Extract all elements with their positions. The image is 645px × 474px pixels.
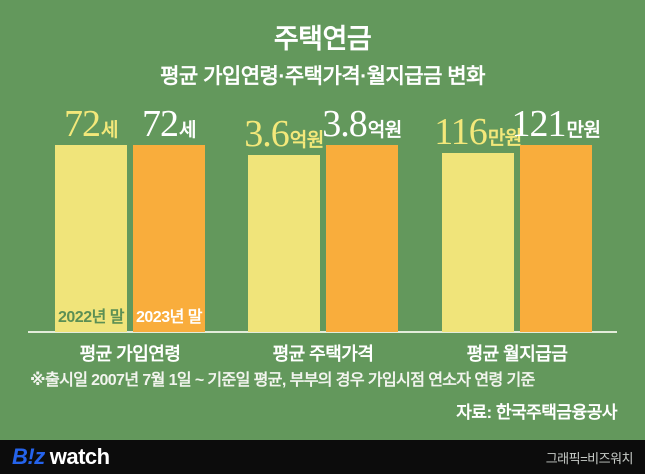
bar-avg-join-age-2023: 2023년 말 — [133, 145, 205, 332]
bar-avg-monthly-pay-2022 — [442, 153, 514, 332]
series-legend-2023: 2023년 말 — [136, 309, 202, 326]
chart-header: 주택연금 평균 가입연령·주택가격·월지급금 변화 — [0, 24, 645, 90]
chart-subtitle: 평균 가입연령·주택가격·월지급금 변화 — [160, 64, 485, 88]
footer-bar: B!z watch 그래픽=비즈워치 — [0, 440, 645, 474]
source-credit: 자료: 한국주택금융공사 — [456, 403, 617, 422]
bar-avg-join-age-2022: 2022년 말 — [55, 145, 127, 332]
footnote: ※출시일 2007년 7월 1일 ~ 기준일 평균, 부부의 경우 가입시점 연… — [30, 372, 535, 389]
bar-avg-monthly-pay-2023 — [520, 145, 592, 332]
value-label-avg-monthly-pay-2023: 121만원 — [511, 103, 601, 145]
bizwatch-logo: B!z watch — [12, 446, 110, 468]
graphic-credit: 그래픽=비즈워치 — [545, 450, 634, 466]
axis-label-avg-monthly-pay: 평균 월지급금 — [466, 344, 568, 364]
value-label-avg-home-price-2023: 3.8억원 — [322, 103, 402, 145]
value-label-avg-join-age-2022: 72세 — [64, 103, 118, 145]
axis-label-avg-join-age: 평균 가입연령 — [79, 344, 181, 364]
value-label-avg-home-price-2022: 3.6억원 — [244, 113, 324, 155]
logo-biz-text: B!z — [12, 444, 45, 469]
value-label-avg-monthly-pay-2022: 116만원 — [434, 111, 522, 153]
bar-avg-home-price-2023 — [326, 145, 398, 332]
value-label-avg-join-age-2023: 72세 — [142, 103, 196, 145]
x-axis-baseline — [28, 331, 617, 333]
bar-avg-home-price-2022 — [248, 155, 320, 332]
chart-title: 주택연금 — [273, 24, 372, 54]
logo-watch-text: watch — [49, 444, 110, 469]
axis-label-avg-home-price: 평균 주택가격 — [272, 344, 374, 364]
series-legend-2022: 2022년 말 — [58, 309, 124, 326]
